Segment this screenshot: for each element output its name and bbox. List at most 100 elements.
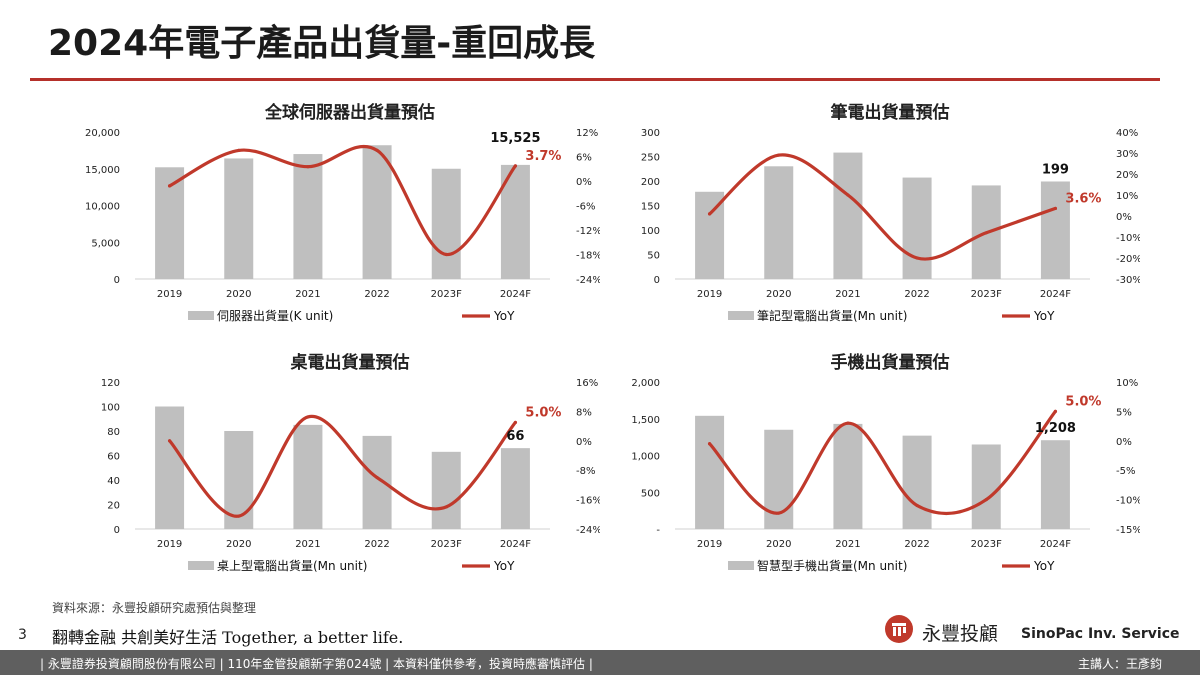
left-axis-tick-label: - [656, 525, 660, 536]
yoy-point [777, 511, 781, 515]
x-axis-tick-label: 2023F [971, 289, 1002, 300]
x-axis-tick-label: 2020 [766, 539, 791, 550]
yoy-point [444, 252, 448, 257]
legend-bar-swatch [188, 561, 214, 570]
legend-line-label: YoY [1033, 559, 1055, 573]
left-axis-tick-label: 20 [107, 501, 120, 512]
yoy-point [167, 439, 172, 443]
page-number: 3 [18, 627, 27, 643]
bar [764, 166, 794, 279]
left-axis-tick-label: 120 [101, 378, 120, 389]
bar-data-label: 66 [506, 429, 524, 444]
left-axis-tick-label: 60 [107, 452, 120, 463]
left-axis-tick-label: 250 [641, 153, 660, 164]
left-axis-tick-label: 0 [114, 525, 120, 536]
left-axis-tick-label: 10,000 [85, 202, 120, 213]
footer-bar: | 永豐證券投資顧問股份有限公司 | 110年金管投顧新字第024號 | 本資料… [0, 650, 1200, 675]
logo-english-text: SinoPac Inv. Service [1021, 626, 1180, 642]
yoy-data-label: 5.0% [525, 405, 561, 420]
right-axis-tick-label: 30% [1116, 149, 1138, 160]
bar-data-label: 15,525 [490, 131, 540, 146]
left-axis-tick-label: 200 [641, 177, 660, 188]
chart-title: 桌電出貨量預估 [291, 352, 410, 373]
legend-bar-label: 伺服器出貨量(K unit) [217, 308, 333, 323]
legend-bar-swatch [728, 311, 754, 320]
x-axis-tick-label: 2023F [431, 539, 462, 550]
yoy-point [915, 256, 919, 260]
right-axis-tick-label: -24% [576, 275, 600, 286]
title-divider [30, 78, 1160, 81]
right-axis-tick-label: -30% [1116, 275, 1140, 286]
right-axis-tick-label: 0% [576, 437, 592, 448]
right-axis-tick-label: 10% [1116, 191, 1138, 202]
bar [362, 435, 392, 529]
x-axis-tick-label: 2019 [697, 539, 722, 550]
right-axis-tick-label: -5% [1116, 466, 1135, 477]
chart-panel-server: 全球伺服器出貨量預估 0 5,000 10,000 15,000 20,000 -24% -1… [60, 90, 600, 335]
x-axis-tick-label: 2024F [1040, 289, 1071, 300]
yoy-data-label: 3.7% [525, 149, 561, 164]
left-axis-tick-label: 100 [641, 226, 660, 237]
bar-data-label: 199 [1042, 162, 1069, 177]
right-axis-tick-label: 10% [1116, 378, 1138, 389]
left-axis-tick-label: 40 [107, 476, 120, 487]
bar [902, 177, 932, 279]
legend-bar-label: 筆記型電腦出貨量(Mn unit) [757, 308, 907, 323]
notebook-chart: 筆電出貨量預估 0 50 100 150 200 250 300 -30% -20% -10% 0% 1… [641, 102, 1140, 323]
bar [695, 415, 725, 529]
right-axis-tick-label: 5% [1116, 407, 1132, 418]
x-axis-tick-label: 2024F [500, 539, 531, 550]
yoy-point [915, 503, 919, 508]
bar [155, 406, 185, 529]
bar [1040, 440, 1070, 529]
x-axis-tick-label: 2021 [295, 289, 320, 300]
slogan: 翻轉金融 共創美好生活 Together, a better life. [52, 628, 404, 647]
right-axis-tick-label: -10% [1116, 233, 1140, 244]
left-axis-tick-label: 500 [641, 488, 660, 499]
yoy-point [237, 514, 241, 518]
x-axis-tick-label: 2019 [157, 539, 182, 550]
right-axis-tick-label: -24% [576, 525, 600, 536]
bar-data-label: 1,208 [1035, 421, 1076, 436]
right-axis-tick-label: -12% [576, 226, 600, 237]
chart-title: 手機出貨量預估 [831, 352, 950, 373]
chart-panel-smartphone: 手機出貨量預估 - 500 1,000 1,500 2,000 -15% -10% -5% 0% 5… [600, 340, 1140, 585]
right-axis-tick-label: 0% [576, 177, 592, 188]
footer-disclaimer: | 永豐證券投資顧問股份有限公司 | 110年金管投顧新字第024號 | 本資料… [40, 657, 593, 671]
yoy-line [168, 414, 517, 518]
yoy-point [375, 475, 379, 480]
left-axis-tick-label: 0 [114, 275, 120, 286]
bar [431, 451, 461, 529]
right-axis-tick-label: -18% [576, 251, 600, 262]
legend-bar-swatch [188, 311, 214, 320]
bar [902, 435, 932, 529]
legend-bar-swatch [728, 561, 754, 570]
bar [293, 424, 323, 529]
x-axis-tick-label: 2024F [500, 289, 531, 300]
x-axis-tick-label: 2021 [835, 539, 860, 550]
yoy-point [846, 421, 850, 425]
left-axis-tick-label: 15,000 [85, 165, 120, 176]
yoy-point [984, 231, 988, 235]
left-axis-tick-label: 0 [654, 275, 660, 286]
bar [362, 145, 392, 279]
left-axis-tick-label: 20,000 [85, 128, 120, 139]
right-axis-tick-label: -6% [576, 202, 595, 213]
yoy-point [444, 505, 448, 509]
left-axis-tick-label: 50 [647, 251, 660, 262]
x-axis-tick-label: 2024F [1040, 539, 1071, 550]
yoy-data-label: 5.0% [1065, 394, 1101, 409]
desktop-chart: 桌電出貨量預估 0 20 40 60 80 100 120 -24% -16% -8% 0% 8% 16%… [101, 352, 600, 573]
right-axis-tick-label: 0% [1116, 212, 1132, 223]
right-axis-tick-label: 40% [1116, 128, 1138, 139]
bar [833, 152, 863, 279]
right-axis-tick-label: 12% [576, 128, 598, 139]
bar [833, 423, 863, 529]
right-axis-tick-label: -16% [576, 496, 600, 507]
bar [500, 448, 530, 529]
right-axis-tick-label: -8% [576, 466, 595, 477]
yoy-point [984, 498, 988, 502]
yoy-point [237, 148, 241, 152]
yoy-point [1053, 206, 1058, 211]
left-axis-tick-label: 1,500 [631, 415, 660, 426]
